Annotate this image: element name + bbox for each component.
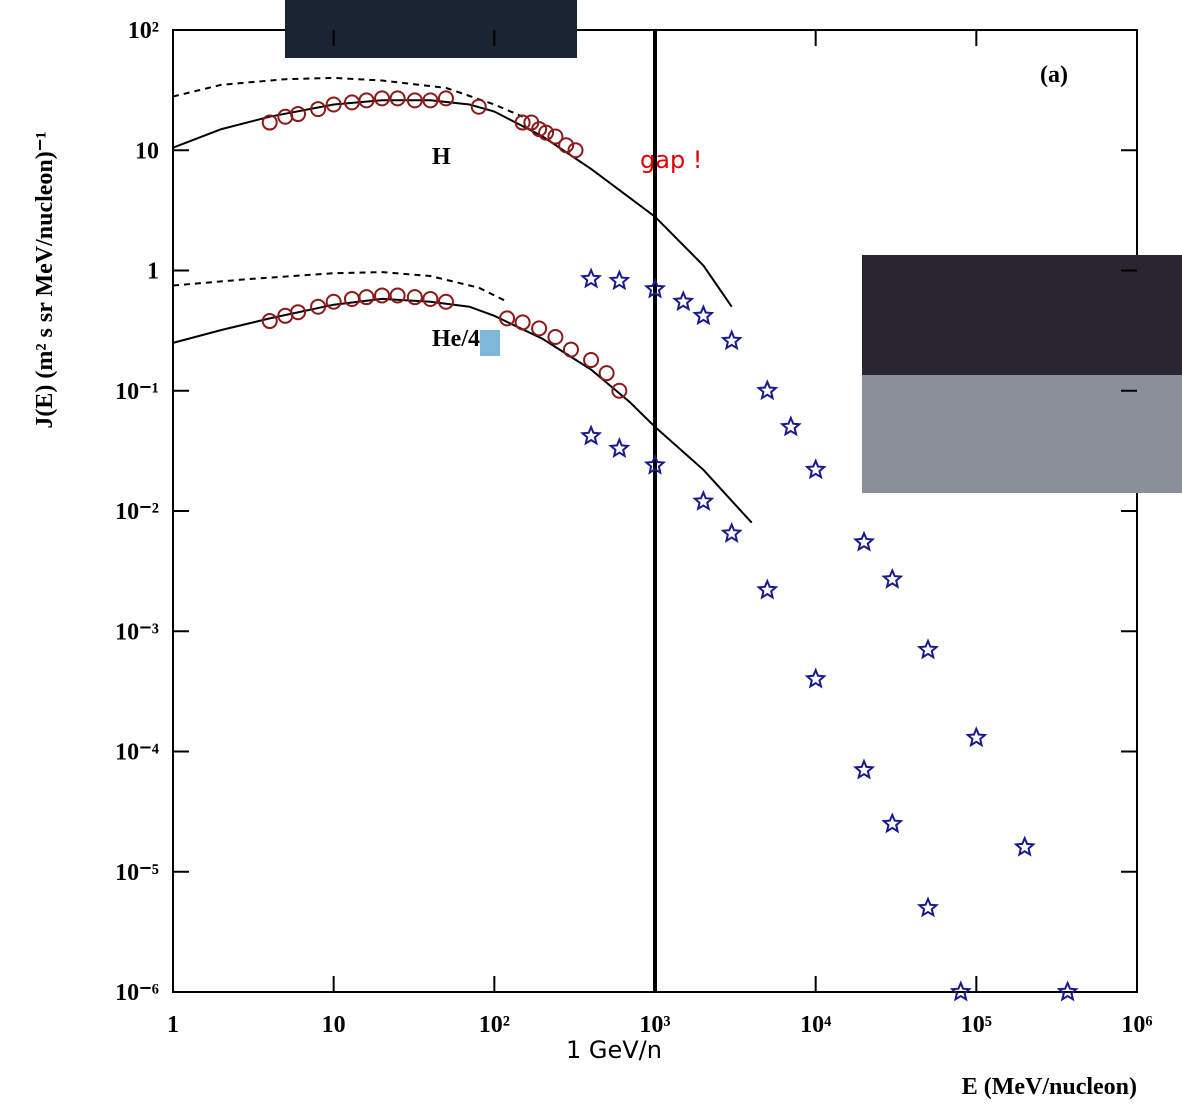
data-point bbox=[422, 92, 439, 109]
x-tick-label: 10³ bbox=[639, 1012, 670, 1038]
data-point bbox=[389, 90, 406, 107]
data-point bbox=[611, 382, 628, 399]
gap-annotation: gap ! bbox=[640, 146, 702, 174]
x-tick-label: 10⁵ bbox=[961, 1012, 992, 1038]
y-tick-label: 10⁻¹ bbox=[115, 379, 159, 405]
data-point bbox=[643, 277, 667, 299]
data-point bbox=[558, 137, 575, 154]
data-point bbox=[538, 124, 555, 141]
data-point bbox=[881, 812, 904, 834]
data-point bbox=[720, 521, 743, 543]
data-point bbox=[804, 667, 827, 689]
data-point bbox=[608, 269, 631, 291]
series-label: He/4 bbox=[432, 326, 480, 352]
y-axis-label: J(E) (m² s sr MeV/nucleon)⁻¹ bbox=[32, 131, 58, 428]
data-point bbox=[514, 114, 531, 131]
data-point bbox=[374, 287, 391, 304]
data-point bbox=[374, 90, 391, 107]
y-tick-label: 10² bbox=[128, 18, 159, 44]
satellite-photo bbox=[285, 0, 577, 58]
data-point bbox=[692, 304, 715, 326]
data-point bbox=[1013, 835, 1036, 857]
data-point bbox=[580, 267, 603, 289]
data-point bbox=[277, 108, 294, 125]
data-point bbox=[358, 92, 375, 109]
data-point bbox=[531, 320, 548, 337]
y-tick-label: 10⁻² bbox=[115, 499, 159, 525]
data-point bbox=[406, 289, 423, 306]
data-point bbox=[514, 314, 531, 331]
data-point bbox=[779, 415, 802, 437]
data-point bbox=[406, 92, 423, 109]
x-tick-label: 10² bbox=[479, 1012, 510, 1038]
data-point bbox=[1056, 980, 1079, 1002]
data-point bbox=[389, 287, 406, 304]
data-point bbox=[949, 980, 972, 1002]
gev-annotation: 1 GeV/n bbox=[566, 1036, 662, 1064]
x-tick-label: 1 bbox=[167, 1012, 179, 1038]
curve bbox=[172, 76, 523, 118]
data-point bbox=[583, 352, 600, 369]
data-point bbox=[290, 304, 307, 321]
x-tick-label: 10 bbox=[322, 1012, 346, 1038]
y-tick-label: 1 bbox=[147, 259, 159, 285]
data-point bbox=[643, 453, 667, 475]
data-point bbox=[261, 313, 278, 330]
station-photo-sky bbox=[862, 255, 1182, 375]
data-point bbox=[916, 896, 939, 918]
data-point bbox=[756, 379, 779, 401]
y-tick-label: 10⁻⁵ bbox=[115, 860, 159, 886]
curve bbox=[172, 99, 733, 308]
data-point bbox=[672, 290, 695, 312]
x-tick-label: 10⁴ bbox=[800, 1012, 831, 1038]
data-point bbox=[343, 290, 360, 307]
data-point bbox=[853, 758, 876, 780]
data-point bbox=[881, 567, 904, 589]
data-point bbox=[470, 98, 487, 115]
data-point bbox=[804, 458, 827, 480]
curve bbox=[172, 297, 753, 524]
data-point bbox=[720, 329, 743, 351]
data-point bbox=[562, 341, 579, 358]
data-point bbox=[437, 90, 454, 107]
data-point bbox=[358, 289, 375, 306]
data-point bbox=[756, 578, 779, 600]
data-point bbox=[692, 489, 715, 511]
panel-label: (a) bbox=[1040, 62, 1068, 88]
data-point bbox=[608, 436, 631, 459]
data-point bbox=[310, 101, 327, 118]
data-point bbox=[965, 726, 988, 748]
data-point bbox=[499, 310, 516, 327]
data-point bbox=[916, 638, 939, 660]
data-point bbox=[422, 290, 439, 307]
data-point bbox=[567, 142, 584, 159]
data-point bbox=[325, 293, 342, 310]
y-tick-label: 10⁻⁴ bbox=[115, 740, 159, 766]
y-tick-label: 10⁻⁶ bbox=[115, 980, 159, 1006]
y-tick-label: 10 bbox=[135, 138, 159, 164]
data-point bbox=[580, 424, 603, 446]
data-point bbox=[547, 328, 564, 345]
data-point bbox=[547, 128, 564, 145]
x-axis-label: E (MeV/nucleon) bbox=[962, 1074, 1137, 1100]
data-point bbox=[437, 293, 454, 310]
y-tick-label: 10⁻³ bbox=[115, 619, 159, 645]
x-tick-label: 10⁶ bbox=[1121, 1012, 1152, 1038]
series-label: H bbox=[432, 144, 451, 170]
data-point bbox=[325, 96, 342, 113]
curve bbox=[172, 271, 508, 303]
data-point bbox=[598, 365, 615, 382]
data-point bbox=[853, 530, 876, 552]
data-point bbox=[261, 114, 278, 131]
data-point bbox=[290, 106, 307, 123]
highlight bbox=[480, 330, 500, 356]
data-point bbox=[310, 298, 327, 315]
